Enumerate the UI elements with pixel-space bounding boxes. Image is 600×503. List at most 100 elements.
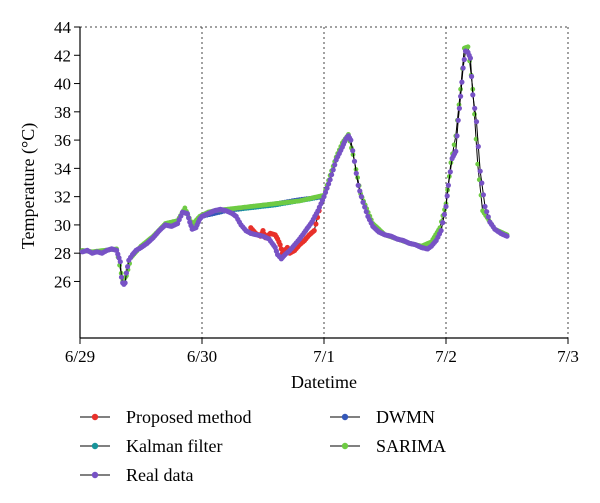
x-tick-label: 6/30 <box>187 347 217 366</box>
point-real <box>330 167 336 173</box>
legend-marker-proposed <box>91 413 99 421</box>
x-tick-label: 7/1 <box>313 347 335 366</box>
point-real <box>454 133 460 139</box>
y-axis-title: Temperature (°C) <box>18 123 39 249</box>
point-real <box>326 181 332 187</box>
point-real <box>459 79 465 85</box>
point-real <box>440 220 446 226</box>
legend: Proposed method DWMN Kalman filter SARIMA Re… <box>80 407 446 485</box>
point-real <box>350 148 356 154</box>
legend-marker-real <box>91 471 99 479</box>
point-real <box>357 188 363 194</box>
point-real <box>443 203 449 210</box>
legend-marker-kalman <box>91 442 99 450</box>
y-tick-label: 32 <box>54 188 71 207</box>
y-tick-label: 34 <box>54 159 72 178</box>
point-real <box>360 199 366 205</box>
point-real <box>353 170 359 176</box>
point-real <box>327 177 333 183</box>
point-real <box>322 189 329 195</box>
point-real <box>122 280 128 286</box>
point-real <box>455 117 461 123</box>
point-real <box>461 56 467 63</box>
point-real <box>473 119 480 125</box>
point-real <box>321 194 327 200</box>
y-tick-label: 42 <box>54 46 71 65</box>
legend-label-real: Real data <box>126 465 193 485</box>
legend-label-dwmn: DWMN <box>376 407 435 427</box>
point-real <box>348 137 354 143</box>
x-tick-label: 6/29 <box>65 347 95 366</box>
point-real <box>482 203 488 210</box>
y-tick-label: 44 <box>54 18 72 37</box>
point-real <box>184 211 190 217</box>
point-real <box>351 158 358 164</box>
point-real <box>125 264 131 270</box>
point-real <box>470 92 476 98</box>
point-real <box>469 73 475 80</box>
data-layer <box>79 44 510 287</box>
point-real <box>447 169 453 175</box>
point-proposed <box>277 242 283 248</box>
legend-item-sarima: SARIMA <box>330 436 446 456</box>
series-proposed <box>248 208 322 256</box>
point-real <box>441 211 447 218</box>
point-real <box>458 93 464 99</box>
legend-label-kalman: Kalman filter <box>126 436 222 456</box>
point-real <box>332 162 338 168</box>
point-real <box>467 55 473 61</box>
legend-label-proposed: Proposed method <box>126 407 252 427</box>
plot-frame <box>74 26 569 344</box>
x-axis-title: Datetime <box>291 372 357 392</box>
point-real <box>456 105 462 111</box>
legend-label-sarima: SARIMA <box>376 436 446 456</box>
grid <box>80 26 569 338</box>
point-real <box>504 233 510 239</box>
y-tick-label: 26 <box>54 272 71 291</box>
x-tick-label: 7/3 <box>557 347 579 366</box>
y-tick-labels: 26 28 30 32 34 36 38 40 42 44 <box>54 18 72 291</box>
point-sarima <box>451 142 457 148</box>
point-real <box>475 143 481 150</box>
point-real <box>438 228 444 234</box>
point-real <box>118 274 125 280</box>
point-real <box>480 192 486 198</box>
legend-item-dwmn: DWMN <box>330 407 435 427</box>
point-real <box>460 65 466 71</box>
legend-item-proposed: Proposed method <box>80 407 252 427</box>
point-real <box>123 270 129 276</box>
point-sarima <box>465 44 471 50</box>
point-real <box>479 180 485 186</box>
point-real <box>472 105 478 111</box>
point-proposed <box>311 228 317 234</box>
y-tick-label: 38 <box>54 103 71 122</box>
x-tick-label: 7/2 <box>435 347 457 366</box>
point-real <box>445 182 451 188</box>
point-proposed <box>313 221 319 227</box>
point-sarima <box>475 161 481 167</box>
y-tick-label: 28 <box>54 244 71 263</box>
point-real <box>363 209 369 215</box>
point-real <box>362 204 368 210</box>
legend-item-kalman: Kalman filter <box>80 436 222 456</box>
point-real <box>444 193 450 199</box>
series-real <box>79 48 510 287</box>
y-tick-label: 30 <box>54 216 71 235</box>
point-real <box>485 214 491 220</box>
point-real <box>186 215 192 221</box>
point-real <box>324 185 330 191</box>
point-real <box>117 259 123 265</box>
legend-marker-sarima <box>341 442 349 450</box>
y-tick-label: 36 <box>54 131 71 150</box>
legend-marker-dwmn <box>341 413 349 421</box>
point-real <box>358 194 364 200</box>
point-real <box>484 209 490 215</box>
point-real <box>355 182 361 188</box>
point-real <box>477 168 483 174</box>
legend-item-real: Real data <box>80 465 193 485</box>
point-real <box>453 148 459 154</box>
y-tick-label: 40 <box>54 75 71 94</box>
point-real <box>329 172 335 178</box>
x-tick-labels: 6/29 6/30 7/1 7/2 7/3 <box>65 347 579 366</box>
